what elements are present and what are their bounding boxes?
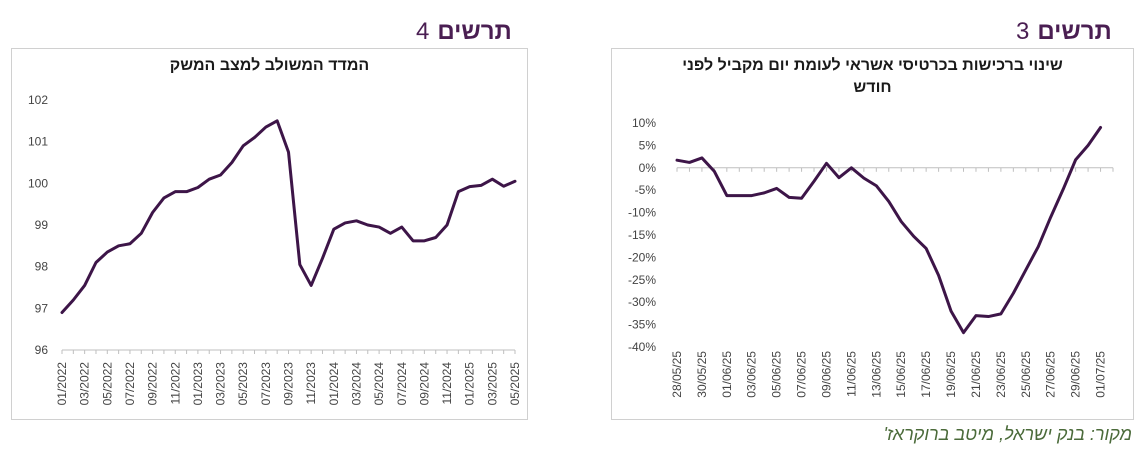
x-tick-label: 25/06/25 (1019, 351, 1033, 398)
x-tick-label: 21/06/25 (969, 351, 983, 398)
x-tick-label: 11/2023 (304, 362, 318, 405)
x-tick-label: 09/2023 (282, 362, 296, 406)
y-tick-label: 97 (35, 301, 49, 315)
y-tick-label: 100 (28, 176, 48, 190)
series-line (675, 125, 1103, 335)
x-tick-label: 11/06/25 (844, 351, 858, 397)
x-tick-label: 27/06/25 (1044, 351, 1058, 398)
x-tick-label: 09/06/25 (819, 351, 833, 398)
credit-card-chart: 10% 5% 0% -5% -10% -15% -20% -25% -30% -35% -40% 28… (628, 116, 1114, 398)
y-tick-label: -40% (628, 340, 656, 354)
x-tick-label: 07/2022 (123, 362, 137, 406)
x-tick-label: 05/2023 (236, 362, 250, 406)
x-tick-label: 09/2024 (417, 362, 431, 406)
y-tick-label: 99 (35, 218, 49, 232)
x-tick-label: 05/2022 (100, 362, 114, 406)
x-tick-label: 28/05/25 (670, 351, 684, 398)
x-tick-label: 03/06/25 (745, 351, 759, 398)
composite-index-chart-panel: המדד המשולב למצב המשק 96 97 98 99 100 101 102 0… (11, 48, 528, 420)
x-tick-label: 11/2022 (168, 362, 182, 405)
chart-title: שינוי ברכישות בכרטיסי אשראי לעומת יום מק… (682, 57, 1063, 96)
y-tick-label: -35% (628, 318, 656, 332)
x-tick-label: 01/2025 (463, 362, 477, 406)
x-tick-label: 03/2024 (349, 362, 363, 406)
x-tick-label: 29/06/25 (1069, 351, 1083, 398)
x-tick-label: 30/05/25 (695, 351, 709, 398)
composite-index-chart: 96 97 98 99 100 101 102 01/2022 03/2022 05/2022 07… (28, 93, 522, 406)
x-tick-label: 01/07/25 (1094, 351, 1108, 398)
chart-4-heading: תרשים 4 (416, 18, 512, 46)
x-tick-label: 01/06/25 (720, 351, 734, 398)
x-tick-label: 09/2022 (146, 362, 160, 406)
y-tick-label: 101 (28, 135, 48, 149)
x-tick-label: 03/2023 (214, 362, 228, 406)
x-tick-label: 01/2023 (191, 362, 205, 406)
y-tick-label: 96 (35, 343, 49, 357)
chart-heading-label: תרשים (1037, 18, 1112, 45)
x-tick-label: 07/2024 (395, 362, 409, 406)
y-tick-label: 10% (632, 116, 656, 130)
credit-card-chart-panel: שינוי ברכישות בכרטיסי אשראי לעומת יום מק… (611, 48, 1134, 420)
y-tick-label: -20% (628, 250, 656, 264)
y-tick-label: 0% (639, 161, 657, 175)
chart-heading-number: 4 (416, 18, 430, 45)
x-tick-label: 05/2025 (508, 362, 522, 406)
y-tick-label: -15% (628, 228, 656, 242)
chart-3-heading: תרשים 3 (1016, 18, 1112, 46)
x-tick-label: 11/2024 (440, 362, 454, 405)
x-tick-label: 01/2022 (55, 362, 69, 406)
x-tick-label: 03/2022 (78, 362, 92, 406)
y-tick-label: 102 (28, 93, 48, 107)
x-tick-label: 01/2024 (327, 362, 341, 406)
y-tick-label: 98 (35, 260, 49, 274)
x-tick-label: 05/2024 (372, 362, 386, 406)
x-tick-label: 03/2025 (485, 362, 499, 406)
chart-heading-number: 3 (1016, 18, 1030, 45)
y-tick-label: -25% (628, 273, 656, 287)
x-tick-label: 07/2023 (259, 362, 273, 406)
x-tick-label: 07/06/25 (795, 351, 809, 398)
x-tick-label: 13/06/25 (869, 351, 883, 398)
source-note: מקור: בנק ישראל, מיטב ברוקראז' (883, 424, 1132, 444)
x-tick-label: 05/06/25 (770, 351, 784, 398)
x-tick-label: 19/06/25 (944, 351, 958, 398)
y-tick-label: -10% (628, 206, 656, 220)
x-tick-label: 23/06/25 (994, 351, 1008, 398)
x-tick-label: 17/06/25 (919, 351, 933, 398)
y-tick-label: 5% (639, 138, 657, 152)
y-tick-label: -5% (635, 183, 657, 197)
chart-heading-label: תרשים (437, 18, 512, 45)
chart-title: המדד המשולב למצב המשק (169, 57, 370, 74)
x-tick-label: 15/06/25 (894, 351, 908, 398)
series-line (60, 119, 517, 314)
y-tick-label: -30% (628, 295, 656, 309)
